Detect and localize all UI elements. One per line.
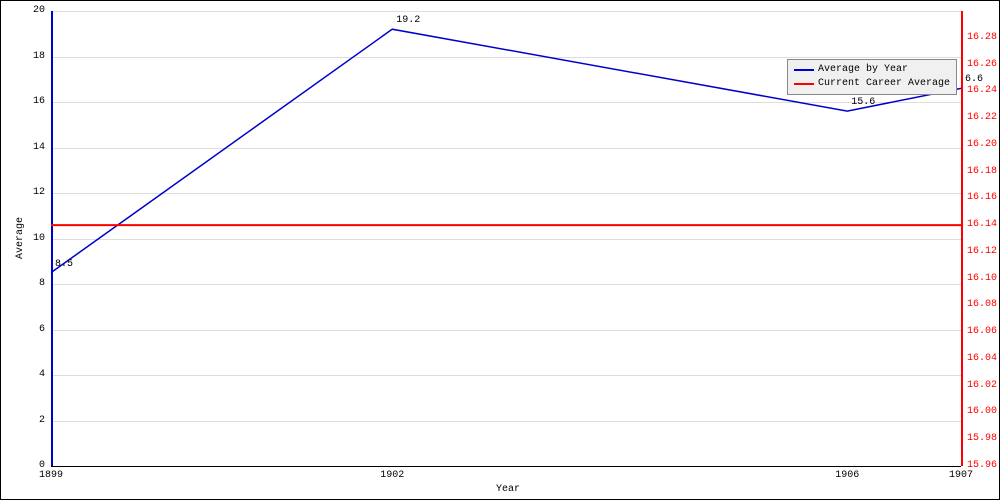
legend-swatch-1: [794, 83, 814, 85]
legend-label-0: Average by Year: [818, 63, 908, 77]
legend-swatch-0: [794, 69, 814, 71]
legend-item-avg-by-year: Average by Year: [794, 63, 950, 77]
y-axis-title: Average: [15, 216, 26, 258]
data-point-label: 6.6: [965, 74, 983, 85]
legend-item-career-avg: Current Career Average: [794, 77, 950, 91]
legend: Average by Year Current Career Average: [787, 59, 957, 95]
data-point-label: 15.6: [851, 97, 875, 108]
chart-container: 02468101214161820 15.9615.9816.0016.0216…: [0, 0, 1000, 500]
legend-label-1: Current Career Average: [818, 77, 950, 91]
x-axis-title: Year: [496, 484, 520, 495]
data-point-label: 19.2: [396, 15, 420, 26]
data-point-label: 8.5: [55, 259, 73, 270]
